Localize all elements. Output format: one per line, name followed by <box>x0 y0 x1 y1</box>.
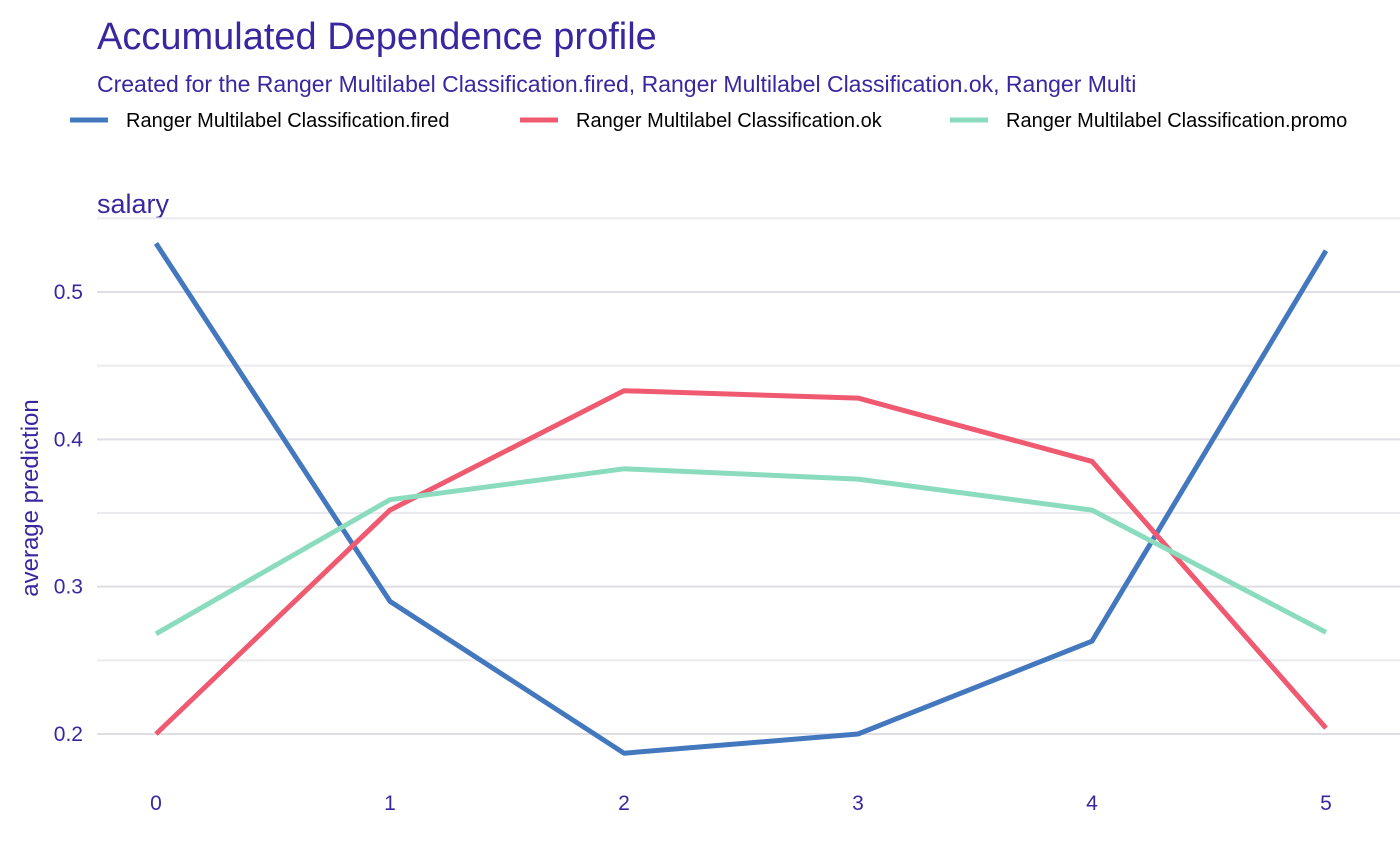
legend-label: Ranger Multilabel Classification.ok <box>576 110 883 132</box>
x-tick-label: 1 <box>384 792 396 815</box>
y-axis-ticks: 0.2 0.3 0.4 0.5 <box>54 281 84 746</box>
chart-subtitle: Created for the Ranger Multilabel Classi… <box>97 71 1136 97</box>
legend-label: Ranger Multilabel Classification.fired <box>126 110 449 132</box>
y-axis-label: average prediction <box>17 399 44 596</box>
series-line <box>154 388 1328 736</box>
x-tick-label: 4 <box>1086 792 1098 815</box>
series-line <box>153 242 1329 756</box>
grid <box>97 217 1400 735</box>
y-tick-label: 0.5 <box>54 281 83 304</box>
y-tick-label: 0.3 <box>54 576 83 599</box>
x-tick-label: 5 <box>1320 792 1332 815</box>
series-line <box>154 466 1328 636</box>
y-tick-label: 0.2 <box>54 723 83 746</box>
legend-label: Ranger Multilabel Classification.promo <box>1006 110 1347 132</box>
chart-title: Accumulated Dependence profile <box>97 16 657 58</box>
y-tick-label: 0.4 <box>54 428 84 451</box>
series-lines <box>153 242 1329 756</box>
x-tick-label: 2 <box>618 792 630 815</box>
legend: Ranger Multilabel Classification.fired Ra… <box>70 110 1347 132</box>
x-tick-label: 0 <box>150 792 162 815</box>
x-axis-ticks: 0 1 2 3 4 5 <box>150 792 1332 815</box>
panel-label: salary <box>97 189 170 219</box>
x-tick-label: 3 <box>852 792 864 815</box>
